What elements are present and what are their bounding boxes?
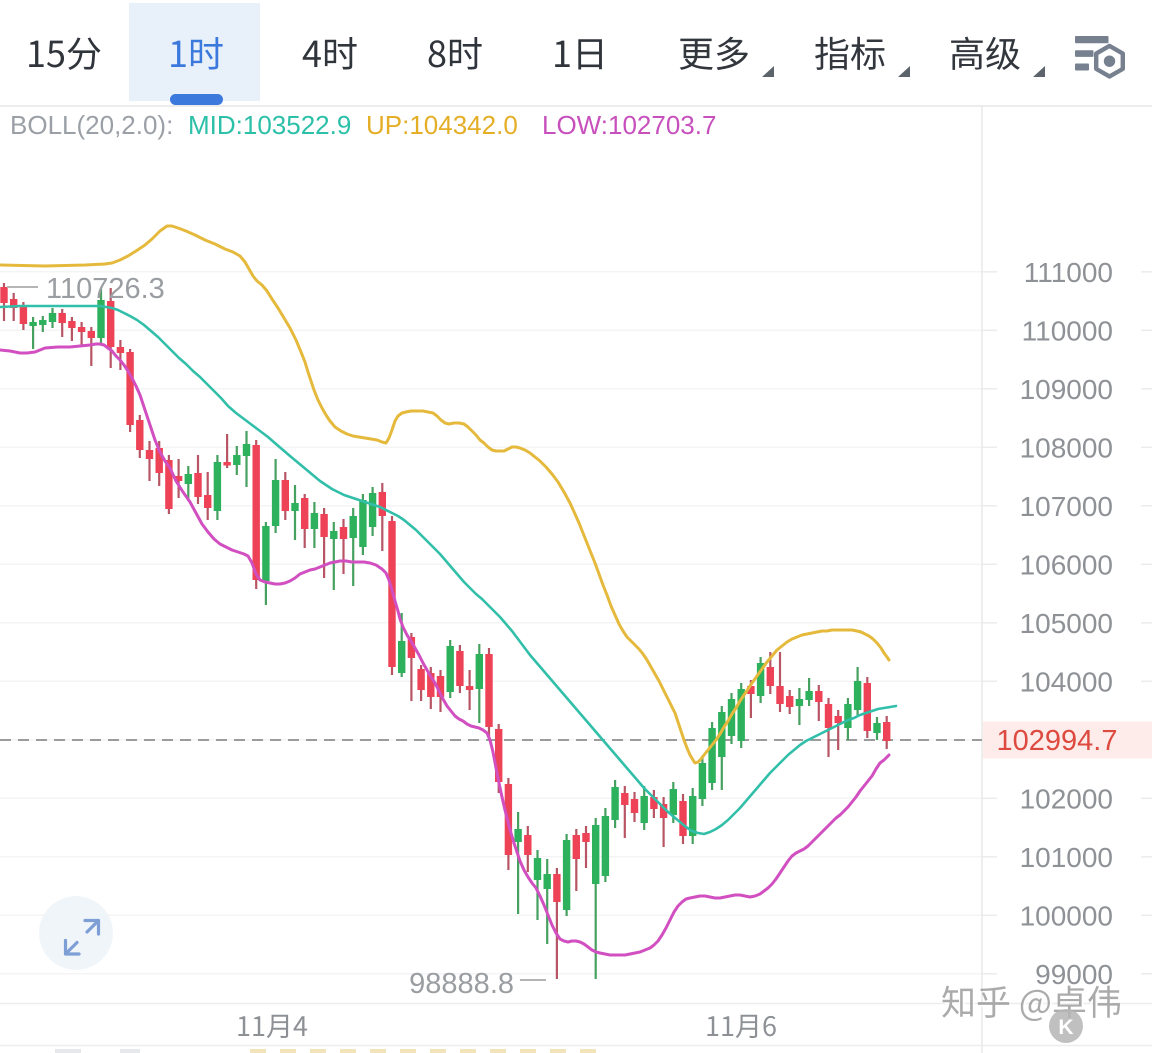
svg-text:LOW:102703.7: LOW:102703.7	[542, 110, 716, 140]
svg-text:98888.8: 98888.8	[409, 968, 514, 1000]
svg-text:108000: 108000	[1020, 432, 1113, 463]
svg-text:99000: 99000	[1035, 959, 1113, 990]
svg-text:102994.7: 102994.7	[997, 725, 1118, 757]
svg-text:102000: 102000	[1020, 783, 1113, 814]
svg-text:BOLL(20,2.0):: BOLL(20,2.0):	[10, 110, 173, 140]
svg-text:110726.3: 110726.3	[46, 273, 165, 305]
svg-text:107000: 107000	[1020, 491, 1113, 522]
svg-text:MID:103522.9: MID:103522.9	[188, 110, 351, 140]
svg-text:104000: 104000	[1020, 666, 1113, 697]
svg-text:111000: 111000	[1024, 257, 1113, 288]
svg-text:109000: 109000	[1020, 374, 1113, 405]
svg-text:K: K	[1058, 1016, 1073, 1039]
svg-text:110000: 110000	[1022, 315, 1113, 346]
svg-text:105000: 105000	[1020, 608, 1113, 639]
svg-text:106000: 106000	[1020, 549, 1113, 580]
svg-text:100000: 100000	[1020, 900, 1113, 931]
svg-text:UP:104342.0: UP:104342.0	[366, 110, 518, 140]
svg-text:101000: 101000	[1020, 842, 1113, 873]
